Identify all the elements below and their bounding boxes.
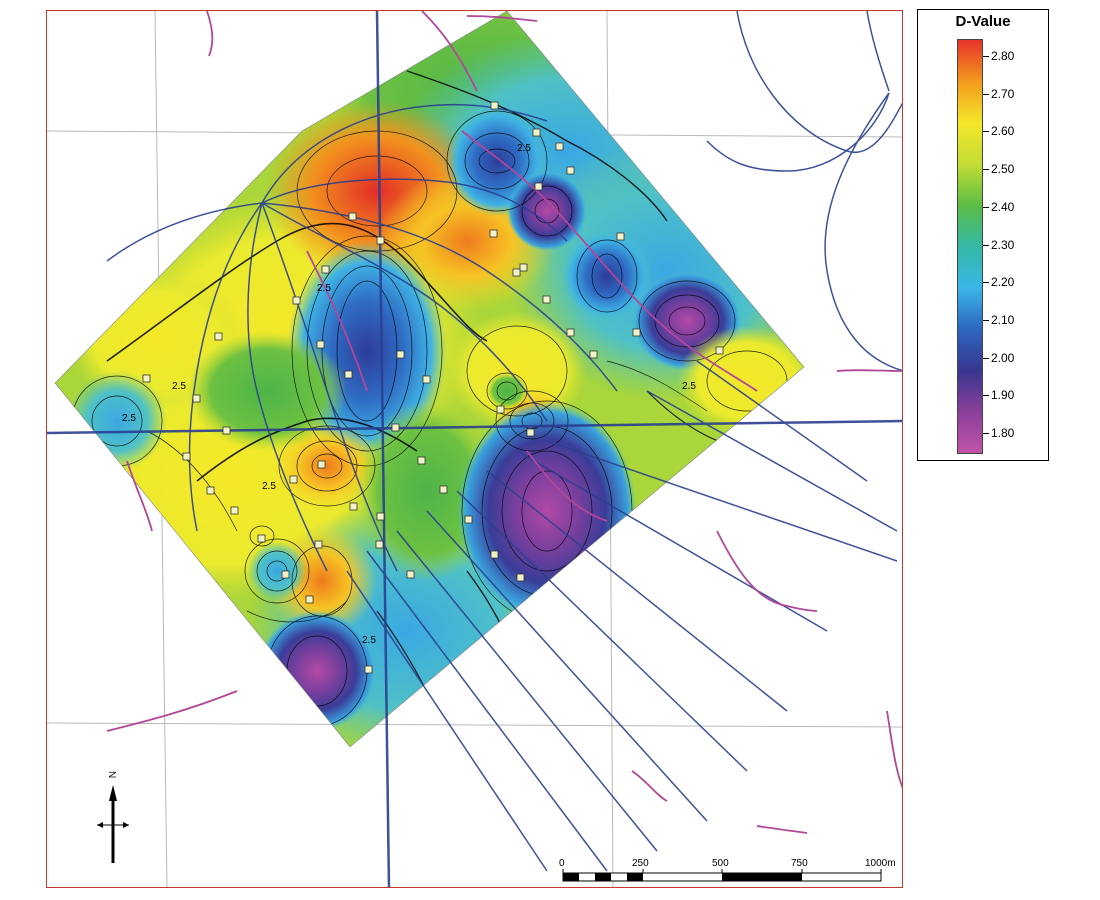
contour-label: 2.5 (122, 413, 136, 424)
legend-label: 1.80 (991, 426, 1015, 440)
legend-label: 1.90 (991, 388, 1015, 403)
road-lines (47, 11, 902, 887)
legend-label: 2.20 (991, 275, 1015, 290)
legend-title: D-Value (955, 13, 1011, 30)
fault-lines (106, 11, 902, 834)
legend-tick (983, 206, 989, 208)
legend-label: 2.40 (991, 199, 1015, 214)
legend-tick (983, 56, 989, 57)
legend-label: 2.70 (991, 86, 1015, 101)
scale-bar: 0 250 500 750 1000m (559, 858, 896, 882)
legend-tick (983, 131, 989, 133)
legend-tick (983, 282, 989, 284)
legend-color-ramp (957, 39, 983, 454)
contour-label: 2.5 (682, 381, 696, 392)
scale-label-0: 0 (559, 858, 565, 869)
legend-label: 2.80 (991, 49, 1015, 63)
legend-tick (983, 357, 989, 359)
surface-boundary (54, 11, 805, 748)
legend-tick (983, 244, 989, 246)
map-frame: 2.5 2.5 2.5 2.5 2.5 2.5 2.5 N (46, 10, 903, 888)
legend-label: 2.00 (991, 350, 1015, 365)
legend-label: 2.60 (991, 124, 1015, 139)
scale-label-1000: 1000m (865, 858, 896, 869)
contour-label: 2.5 (362, 635, 376, 646)
scale-label-750: 750 (791, 858, 808, 869)
legend-label: 2.10 (991, 312, 1015, 327)
contour-label: 2.5 (517, 143, 531, 154)
north-arrow: N (97, 771, 129, 863)
legend-tick (983, 169, 989, 171)
contour-label: 2.5 (317, 283, 331, 294)
scale-label-500: 500 (712, 858, 729, 869)
contour-label-group: 2.5 2.5 2.5 2.5 2.5 2.5 2.5 (122, 143, 696, 646)
legend-label: 2.30 (991, 237, 1015, 252)
contour-label: 2.5 (262, 481, 276, 492)
legend-box: D-Value 2.80 2.70 2.60 2.50 2.40 2.30 2.20 2.10… (917, 9, 1049, 461)
north-arrow-label: N (106, 771, 117, 778)
legend-tick (983, 93, 989, 95)
legend-tick (983, 395, 989, 397)
legend-tick (983, 433, 989, 434)
scale-label-250: 250 (632, 858, 649, 869)
contour-map: 2.5 2.5 2.5 2.5 2.5 2.5 2.5 N (47, 11, 902, 887)
legend-tick (983, 319, 989, 321)
contour-label: 2.5 (172, 381, 186, 392)
well-markers (142, 101, 724, 674)
legend-label: 2.50 (991, 162, 1015, 177)
